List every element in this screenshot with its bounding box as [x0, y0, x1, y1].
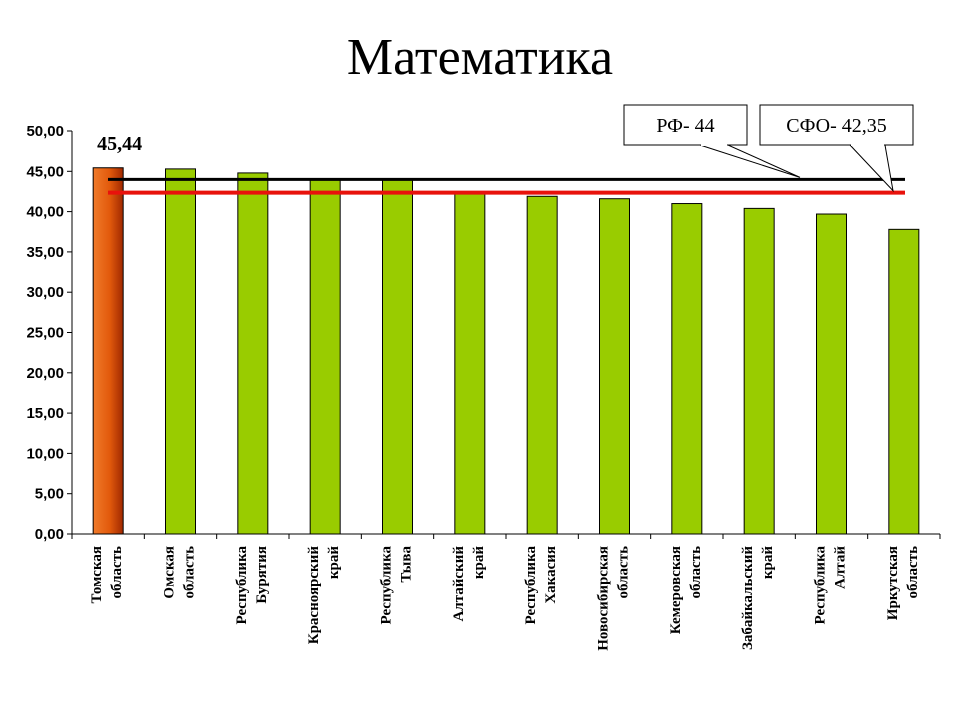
x-category-label: Республика — [379, 546, 395, 625]
y-tick-label: 25,00 — [26, 325, 64, 342]
x-category-label: область — [616, 546, 632, 599]
y-tick-label: 45,00 — [26, 163, 64, 180]
x-category-label: Красноярский — [306, 546, 322, 645]
y-tick-label: 5,00 — [35, 486, 64, 503]
y-axis: 0,00 5,00 10,00 15,00 20,00 25,00 30,00 35,00 40… — [26, 123, 73, 543]
x-category-label: Бурятия — [254, 546, 270, 604]
x-category-label: Кемеровская — [668, 546, 684, 634]
y-tick-label: 50,00 — [26, 123, 64, 140]
bar — [309, 178, 341, 535]
callout-box-frame — [623, 104, 748, 146]
bar — [526, 195, 558, 535]
x-category-label: область — [688, 546, 704, 599]
callout-pointer — [699, 144, 801, 178]
x-category-label: край — [326, 546, 342, 579]
x-category-label: Новосибирская — [596, 546, 612, 651]
bars: 45,44 — [92, 133, 920, 535]
x-category-label: Иркутская — [885, 546, 901, 620]
y-tick-label: 0,00 — [35, 526, 64, 543]
x-category-label: Томская — [89, 546, 105, 603]
bar — [454, 192, 486, 535]
bar-highlight — [92, 167, 124, 535]
x-category-label: Республика — [813, 546, 829, 625]
page-title: Математика — [346, 29, 614, 86]
x-category-label: Республика — [523, 546, 539, 625]
x-category-label: край — [760, 546, 776, 579]
bar — [237, 172, 269, 535]
y-tick-label: 40,00 — [26, 204, 64, 221]
bar — [888, 228, 920, 535]
reference-lines — [108, 177, 905, 195]
y-tick-label: 20,00 — [26, 365, 64, 382]
x-category-label: область — [182, 546, 198, 599]
x-category-label: Забайкальский — [740, 546, 756, 650]
callouts: РФ- 44 СФО- 42,35 — [623, 104, 914, 193]
bar — [743, 207, 775, 535]
x-category-label: Алтайский — [451, 546, 467, 622]
x-category-label: Алтай — [833, 546, 849, 589]
callout-box-frame — [759, 104, 914, 146]
x-category-label: Омская — [162, 546, 178, 599]
bar — [599, 198, 630, 535]
y-tick-label: 35,00 — [26, 244, 64, 261]
x-category-label: область — [109, 546, 125, 599]
bar — [671, 203, 703, 535]
x-category-label: Тыва — [399, 546, 415, 583]
callout-label: РФ- 44 — [656, 115, 714, 137]
callout-label: СФО- 42,35 — [786, 115, 887, 137]
x-category-label: Республика — [234, 546, 250, 625]
y-tick-label: 10,00 — [26, 445, 64, 462]
bar — [816, 213, 847, 535]
callout-sfo: СФО- 42,35 — [759, 104, 914, 193]
bar — [382, 178, 413, 535]
x-category-label: область — [905, 546, 921, 599]
x-axis: Томская область Омская область Республика Бур… — [71, 533, 941, 651]
y-tick-label: 15,00 — [26, 405, 64, 422]
x-category-label: край — [471, 546, 487, 579]
callout-rf: РФ- 44 — [623, 104, 801, 178]
callout-pointer — [848, 144, 894, 193]
bar — [165, 168, 196, 535]
data-label-highlight: 45,44 — [97, 133, 142, 155]
x-category-label: Хакасия — [543, 546, 559, 604]
y-tick-label: 30,00 — [26, 284, 64, 301]
